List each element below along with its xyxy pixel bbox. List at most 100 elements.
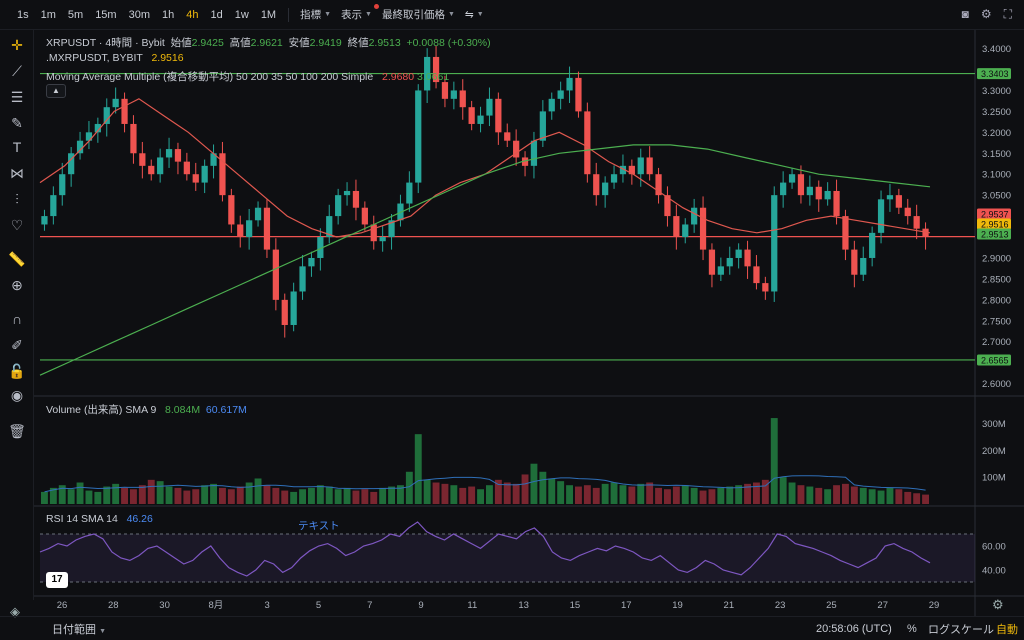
auto-scale-toggle[interactable]: 自動 bbox=[996, 623, 1018, 636]
volume-bar bbox=[503, 482, 511, 504]
volume-tick-label: 100M bbox=[982, 473, 1006, 484]
candle-body bbox=[299, 266, 306, 292]
fullscreen-icon[interactable]: ⛶ bbox=[1003, 7, 1012, 21]
timeframe-1m[interactable]: 1m bbox=[40, 8, 56, 21]
timeframe-15m[interactable]: 15m bbox=[95, 8, 117, 21]
candle-body bbox=[441, 82, 449, 99]
candle-body bbox=[744, 249, 751, 267]
volume-bar bbox=[859, 487, 867, 504]
log-scale-toggle[interactable]: ログスケール bbox=[928, 623, 994, 636]
candle-body bbox=[352, 190, 360, 208]
timeframe-5m[interactable]: 5m bbox=[67, 8, 84, 21]
timeframe-4h[interactable]: 4h bbox=[186, 8, 199, 21]
volume-bar bbox=[557, 481, 565, 504]
candle-body bbox=[41, 216, 48, 225]
volume-bar bbox=[316, 485, 324, 504]
settings-icon[interactable]: ⚙ bbox=[980, 7, 992, 21]
time-tick-label: 28 bbox=[108, 600, 119, 611]
ma-label: Moving Average Multiple (複合移動平均) 50 200 … bbox=[46, 71, 374, 83]
candle-body bbox=[664, 195, 671, 217]
layers-icon[interactable]: ◈ bbox=[10, 604, 20, 619]
heart-icon[interactable]: ♡ bbox=[10, 217, 24, 233]
brush-icon[interactable]: ✎ bbox=[11, 115, 23, 131]
ma-value-1: 2.9680 bbox=[382, 71, 415, 83]
date-range-button[interactable]: 日付範囲 ▼ bbox=[52, 623, 106, 636]
time-tick-label: 3 bbox=[265, 600, 270, 611]
candle-body bbox=[682, 224, 689, 238]
indicators-menu[interactable]: 指標 ▼ bbox=[296, 4, 335, 25]
candle-body bbox=[913, 216, 920, 229]
camera-icon[interactable]: ◙ bbox=[961, 7, 969, 21]
time-tick-label: 30 bbox=[159, 600, 170, 611]
candle-body bbox=[59, 174, 66, 196]
volume-bar bbox=[85, 490, 93, 504]
timeframe-30m[interactable]: 30m bbox=[128, 8, 150, 21]
volume-sma-line bbox=[44, 475, 926, 493]
candle-body bbox=[335, 195, 342, 217]
volume-bar bbox=[343, 487, 351, 504]
trash-icon[interactable]: 🗑 bbox=[8, 423, 26, 439]
display-menu[interactable]: 表示 ▼ bbox=[337, 4, 379, 25]
candle-body bbox=[192, 174, 199, 183]
low-value: 2.9419 bbox=[309, 37, 342, 49]
candle-body bbox=[646, 157, 653, 175]
zoom-in-icon[interactable]: ⊕ bbox=[11, 277, 23, 293]
mx-value: 2.9516 bbox=[151, 52, 184, 64]
volume-bar bbox=[263, 485, 271, 504]
volume-bar bbox=[468, 486, 476, 504]
compare-menu[interactable]: ⇋ ▼ bbox=[461, 6, 488, 24]
price-badge-label: 2.9537 bbox=[981, 210, 1009, 220]
timeframe-1M[interactable]: 1M bbox=[260, 8, 277, 21]
timeframe-1s[interactable]: 1s bbox=[17, 8, 29, 21]
magnet-icon[interactable]: ∩ bbox=[11, 311, 23, 327]
pattern-icon[interactable]: ⋈ bbox=[10, 165, 24, 181]
pencil-lock-icon[interactable]: ✐ bbox=[11, 337, 23, 353]
collapse-legend-button[interactable]: ▲ bbox=[46, 84, 66, 98]
volume-bar bbox=[58, 485, 66, 504]
prediction-icon[interactable]: ⫶ bbox=[15, 191, 19, 207]
timeframe-1d[interactable]: 1d bbox=[210, 8, 223, 21]
candle-body bbox=[246, 220, 253, 238]
volume-bar bbox=[824, 489, 832, 504]
time-tick-label: 15 bbox=[570, 600, 581, 611]
volume-tick-label: 300M bbox=[982, 419, 1006, 430]
timeframe-1w[interactable]: 1w bbox=[234, 8, 249, 21]
volume-bar bbox=[450, 485, 458, 504]
text-icon[interactable]: T bbox=[12, 139, 22, 155]
ruler-icon[interactable]: 📏 bbox=[8, 251, 26, 267]
volume-bar bbox=[619, 485, 627, 504]
volume-bar bbox=[388, 486, 395, 504]
top-toolbar: 1s 1m 5m 15m 30m 1h 4h 1d 1w 1M 指標 ▼ 表示 ▼ 最終取引価格 … bbox=[0, 0, 1024, 30]
lock-icon[interactable]: 🔓 bbox=[8, 363, 26, 379]
candle-body bbox=[548, 98, 555, 112]
volume-bar bbox=[94, 491, 102, 504]
trendline-icon[interactable]: ⟋ bbox=[12, 63, 22, 79]
horizontal-lines-icon[interactable]: ☰ bbox=[10, 89, 24, 105]
percent-toggle[interactable]: % bbox=[907, 622, 917, 635]
volume-bar bbox=[76, 482, 84, 504]
candle-body bbox=[619, 165, 627, 175]
volume-bar bbox=[156, 481, 164, 504]
axis-settings-icon[interactable]: ⚙ bbox=[992, 597, 1004, 612]
last-price-menu[interactable]: 最終取引価格 ▼ bbox=[378, 4, 459, 25]
candle-body bbox=[610, 174, 618, 183]
text-annotation[interactable]: テキスト bbox=[298, 520, 340, 532]
eye-icon[interactable]: ◉ bbox=[10, 387, 24, 403]
candle-body bbox=[806, 186, 813, 196]
volume-bar bbox=[681, 485, 689, 504]
volume-bar bbox=[361, 489, 369, 504]
time-tick-label: 19 bbox=[672, 600, 683, 611]
price-badge-label: 3.3403 bbox=[981, 69, 1009, 79]
candle-body bbox=[655, 174, 662, 196]
candle-body bbox=[432, 56, 440, 83]
volume-bar bbox=[548, 478, 556, 504]
volume-bar bbox=[112, 483, 120, 504]
volume-bar bbox=[539, 471, 547, 504]
price-tick-label: 3.1000 bbox=[982, 170, 1011, 181]
candle-body bbox=[370, 224, 377, 242]
candle-body bbox=[513, 140, 520, 158]
crosshair-icon[interactable]: ✛ bbox=[11, 37, 23, 53]
candle-body bbox=[780, 182, 787, 196]
timeframe-1h[interactable]: 1h bbox=[162, 8, 175, 21]
